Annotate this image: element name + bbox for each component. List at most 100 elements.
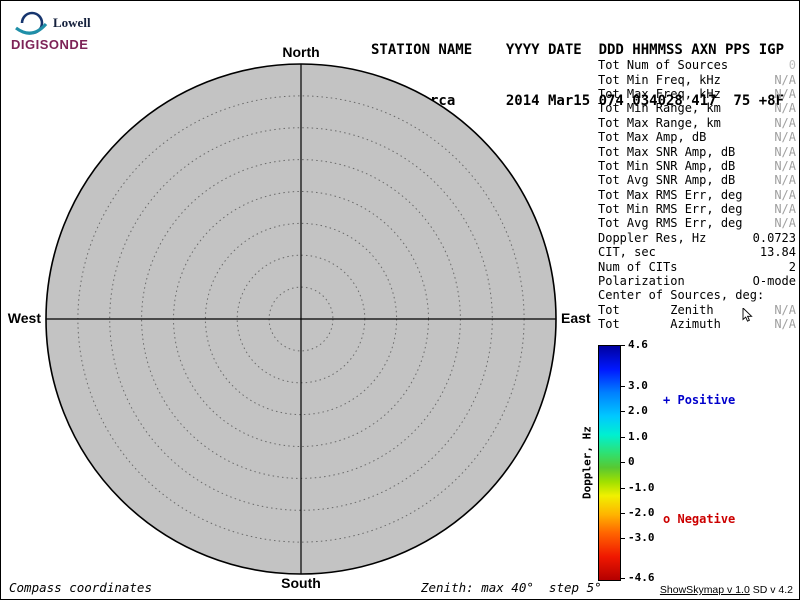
stat-value: N/A [774,101,796,116]
mouse-cursor-icon [742,308,753,322]
lowell-digisonde-logo: Lowell DIGISONDE [11,7,141,53]
stat-label: Tot Min SNR Amp, dB [598,158,736,173]
negative-doppler-legend: o Negative [663,512,735,526]
compass-label-east: East [561,310,591,326]
stat-label: Polarization [598,274,685,289]
sd-version-text: SD v 4.2 [749,584,793,596]
stat-value: N/A [774,187,796,202]
stat-value: N/A [774,302,796,317]
colorbar-tick [620,512,625,514]
stat-row-cit: CIT, sec 13.84 [598,245,796,259]
stat-row-num-sources: Tot Num of Sources 0 [598,58,796,72]
positive-doppler-legend: + Positive [663,393,735,407]
stat-value: 0 [788,58,796,73]
stat-label: Tot Avg SNR Amp, dB [598,173,736,188]
colorbar-tick-label: -4.6 [628,571,655,584]
coordinates-mode-label: Compass coordinates [9,580,152,595]
stat-row-center-azimuth: Tot Azimuth N/A [598,317,796,331]
stat-row-max-range: Tot Max Range, km N/A [598,116,796,130]
stat-value: 13.84 [759,245,796,260]
colorbar-tick [620,462,625,463]
stat-row-max-rms: Tot Max RMS Err, deg N/A [598,188,796,202]
stat-value: N/A [774,202,796,217]
colorbar-tick-label: -3.0 [628,531,655,545]
stat-label: Tot Azimuth [598,317,721,332]
stat-value: N/A [774,173,796,188]
colorbar-tick-label: -1.0 [628,480,655,494]
app-version-text: ShowSkymap v 1.0 [659,584,750,596]
stat-label: Tot Max Freq, kHz [598,86,721,101]
colorbar-tick [620,487,625,489]
compass-label-west: West [8,310,42,326]
stat-value: 0.0723 [752,230,796,245]
stat-row-polarization: Polarization O-mode [598,274,796,288]
stat-label: Tot Num of Sources [598,58,729,73]
stat-label: Tot Max Range, km [598,115,721,130]
stat-label: Doppler Res, Hz [598,230,707,245]
stat-row-doppler-res: Doppler Res, Hz 0.0723 [598,231,796,245]
stat-row-max-snr: Tot Max SNR Amp, dB N/A [598,144,796,159]
colorbar-tick [620,578,625,579]
stat-value: N/A [774,130,796,145]
stat-value: 2 [788,259,796,274]
stat-value: N/A [774,317,796,332]
version-label: ShowSkymap v 1.0 SD v 4.2 [660,584,793,596]
stat-row-center-header: Center of Sources, deg: [598,288,796,302]
stat-label: Tot Max SNR Amp, dB [598,144,736,159]
colorbar-tick-label: 4.6 [628,338,648,351]
compass-label-north: North [282,44,319,60]
lowell-globe-icon [15,11,48,35]
stat-row-num-cits: Num of CITs 2 [598,259,796,274]
colorbar-tick-label: 0 [628,455,635,468]
stat-label: Tot Min Range, km [598,101,721,116]
colorbar-tick [620,436,625,438]
colorbar-tick [620,345,625,346]
stat-value: N/A [774,115,796,130]
stat-label: Num of CITs [598,259,678,274]
stat-value: N/A [774,216,796,231]
stat-value: N/A [774,86,796,101]
negative-label: Negative [677,512,736,526]
stat-row-min-rms: Tot Min RMS Err, deg N/A [598,202,796,216]
colorbar-tick-label: 3.0 [628,378,648,392]
stat-value: N/A [774,144,796,159]
stat-row-min-snr: Tot Min SNR Amp, dB N/A [598,159,796,173]
stat-value: O-mode [752,274,796,289]
compass-label-south: South [281,575,321,591]
colorbar-tick [620,411,625,413]
stat-row-avg-snr: Tot Avg SNR Amp, dB N/A [598,173,796,187]
stat-value: N/A [774,158,796,173]
logo-company-text: Lowell [53,15,91,30]
positive-label: Positive [677,393,736,407]
colorbar-tick [620,538,625,540]
stat-row-center-zenith: Tot Zenith N/A [598,303,796,317]
colorbar-tick-label: -2.0 [628,505,655,519]
colorbar-tick [620,385,625,387]
stat-value: N/A [774,72,796,87]
colorbar-title: Doppler, Hz [580,426,594,499]
stat-label: Tot Min RMS Err, deg [598,202,743,217]
stat-row-min-freq: Tot Min Freq, kHz N/A [598,72,796,87]
stat-row-avg-rms: Tot Avg RMS Err, deg N/A [598,216,796,230]
colorbar-tick-label: 2.0 [628,404,648,418]
stat-label: CIT, sec [598,245,656,260]
stat-row-max-freq: Tot Max Freq, kHz N/A [598,87,796,101]
plus-marker-icon: + [663,393,671,407]
station-header-labels: STATION NAME YYYY DATE DDD HHMMSS AXN PP… [371,42,785,58]
stat-label: Center of Sources, deg: [598,288,765,303]
stat-row-max-amp: Tot Max Amp, dB N/A [598,130,796,144]
stat-label: Tot Avg RMS Err, deg [598,216,743,231]
circle-marker-icon: o [663,512,671,526]
totals-stats-panel: Tot Num of Sources 0 Tot Min Freq, kHz N/A… [598,58,796,331]
stat-label: Tot Max RMS Err, deg [598,187,743,202]
logo-product-text: DIGISONDE [11,37,89,52]
stat-label: Tot Zenith [598,302,714,317]
stat-label: Tot Max Amp, dB [598,130,707,145]
doppler-colorbar [598,345,621,581]
zenith-scale-label: Zenith: max 40° step 5° [421,580,602,595]
stat-label: Tot Min Freq, kHz [598,72,721,87]
colorbar-tick-label: 1.0 [628,429,648,443]
stat-row-min-range: Tot Min Range, km N/A [598,101,796,115]
